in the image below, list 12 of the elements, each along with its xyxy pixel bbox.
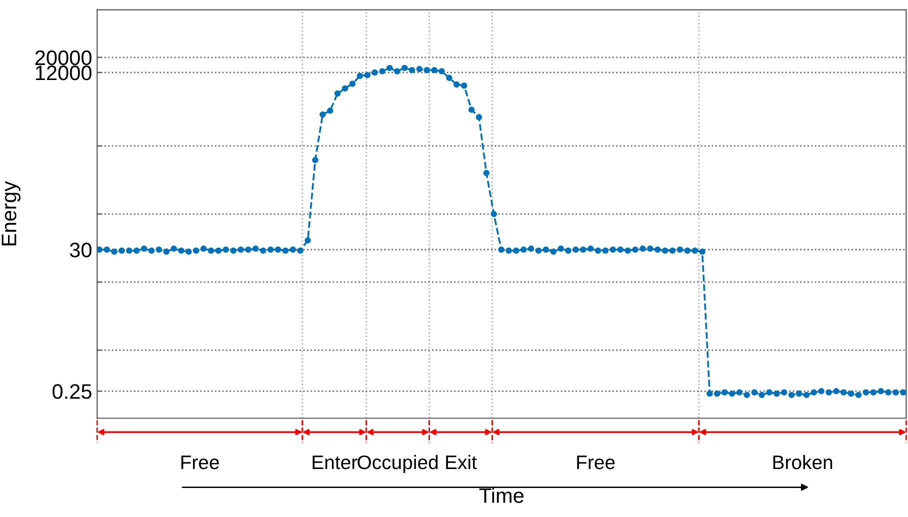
text: Occupied [358,454,438,474]
text: Enter [312,456,358,470]
y-tick-label: 20000 [35,50,92,66]
text: Exit [446,454,477,470]
x-axis-title: Time [479,488,524,503]
y-axis-title: Energy [2,181,20,246]
text: Broken [773,454,832,470]
text: Free [577,456,615,470]
text: Free [181,456,219,470]
y-tick-label: 30 [70,242,92,258]
y-tick-label: 0.25 [52,384,92,399]
y-tick-label: 12000 [36,66,92,80]
